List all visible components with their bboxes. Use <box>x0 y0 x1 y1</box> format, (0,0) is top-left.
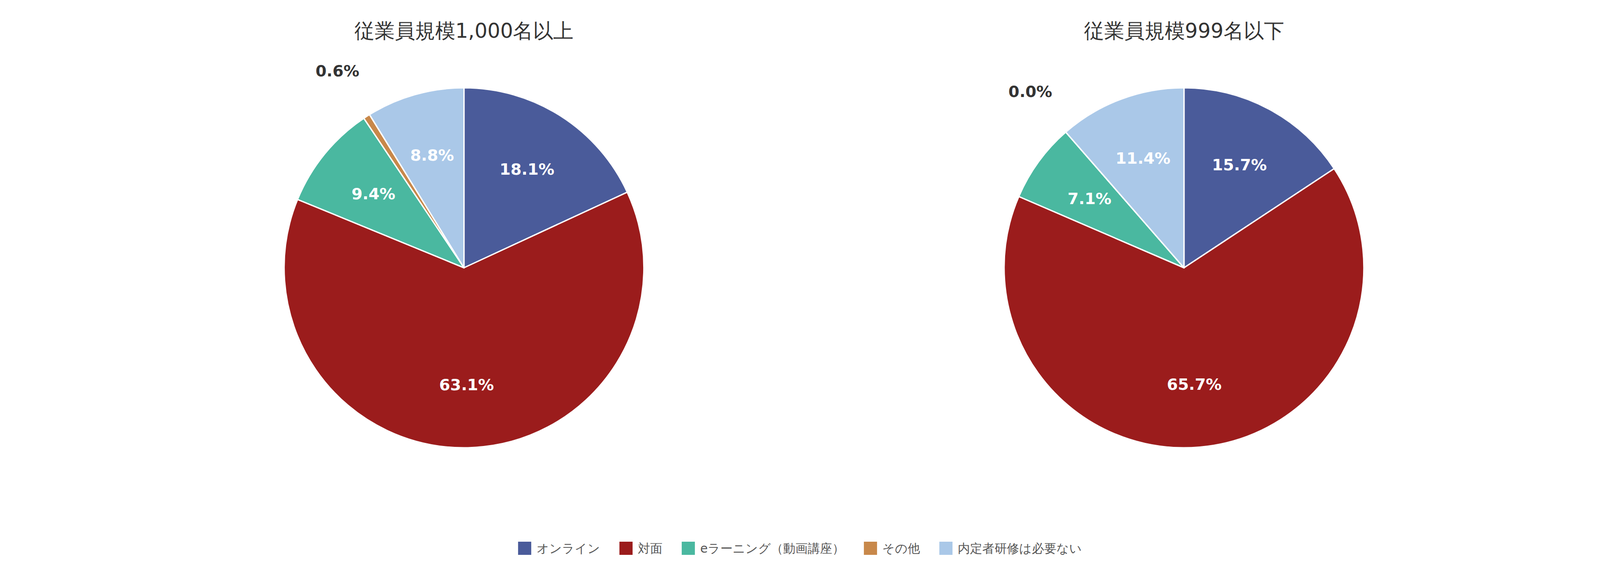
legend-item: 内定者研修は必要ない <box>939 540 1082 556</box>
pie-title: 従業員規模1,000名以上 <box>354 18 574 43</box>
legend-item: eラーニング（動画講座） <box>681 540 845 556</box>
legend-label: その他 <box>882 540 920 556</box>
pie: 15.7% 65.7% 7.1% 0.0% 11.4% <box>1004 82 1364 448</box>
legend-item: その他 <box>863 540 920 556</box>
legend-swatch <box>518 541 532 555</box>
data-label: 11.4% <box>1115 149 1171 168</box>
legend-label: eラーニング（動画講座） <box>700 540 845 556</box>
legend-item: 対面 <box>619 540 663 556</box>
pie-slice <box>1065 87 1184 268</box>
pie-title: 従業員規模999名以下 <box>1084 18 1285 43</box>
legend-swatch <box>863 541 877 555</box>
legend-label: 対面 <box>637 540 663 556</box>
chart: 18.1% 63.1% 9.4% 0.6% 8.8% 従業員規模1,000名以上 15.7%… <box>0 0 1600 579</box>
pie-slice <box>369 87 464 268</box>
legend: オンライン 対面 eラーニング（動画講座） その他 内定者研修は必要ない <box>518 540 1082 556</box>
data-label: 8.8% <box>410 146 455 165</box>
data-label: 0.6% <box>315 61 360 80</box>
pie: 18.1% 63.1% 9.4% 0.6% 8.8% <box>284 61 645 448</box>
legend-item: オンライン <box>518 540 601 556</box>
legend-swatch <box>619 541 633 555</box>
legend-label: オンライン <box>536 540 601 556</box>
data-label: 18.1% <box>499 160 555 179</box>
legend-label: 内定者研修は必要ない <box>957 540 1082 556</box>
data-label: 7.1% <box>1067 189 1112 208</box>
data-label: 63.1% <box>439 375 494 394</box>
data-label: 9.4% <box>351 184 396 203</box>
legend-swatch <box>939 541 953 555</box>
legend-swatch <box>681 541 695 555</box>
data-label: 0.0% <box>1008 82 1053 101</box>
data-label: 15.7% <box>1212 155 1268 174</box>
data-label: 65.7% <box>1166 375 1222 394</box>
